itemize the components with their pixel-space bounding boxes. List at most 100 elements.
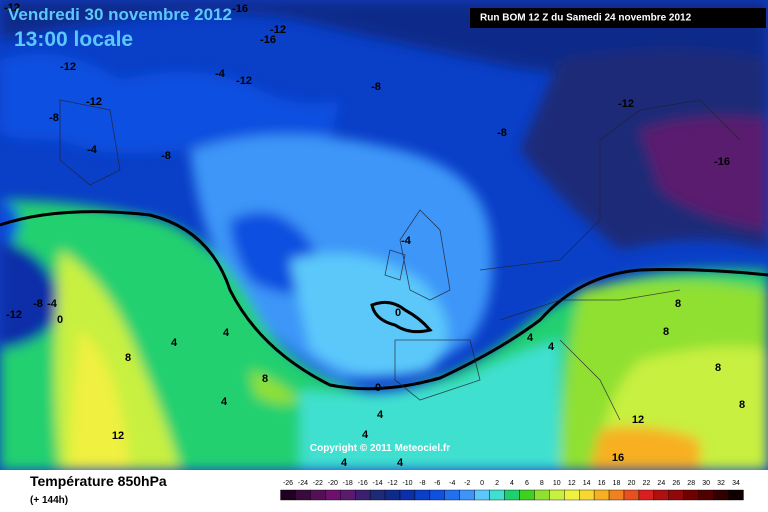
copyright: Copyright © 2011 Meteociel.fr (310, 443, 450, 454)
legend-tick-label: 30 (702, 480, 710, 487)
isotherm-label: 8 (739, 399, 745, 411)
isotherm-label: 0 (375, 382, 381, 394)
isotherm-label: -12 (86, 96, 102, 108)
legend-swatch (489, 489, 505, 501)
isotherm-label: 4 (171, 337, 178, 349)
isotherm-label: 8 (262, 373, 268, 385)
legend-swatch (444, 489, 460, 501)
footer-title: Température 850hPa (30, 473, 167, 489)
isotherm-label: -4 (215, 68, 226, 80)
legend-swatch (638, 489, 655, 501)
isotherm-label: 8 (125, 352, 131, 364)
legend-tick-label: -8 (419, 480, 425, 487)
legend-tick-label: 16 (598, 480, 606, 487)
legend-tick-label: -22 (313, 480, 323, 487)
legend-swatch (623, 489, 640, 501)
legend-tick-label: 34 (732, 480, 740, 487)
legend-tick-label: 4 (510, 480, 514, 487)
legend-swatch (295, 489, 311, 501)
isotherm-label: -4 (87, 144, 98, 156)
legend-tick-label: -12 (387, 480, 397, 487)
isotherm-label: 4 (548, 341, 555, 353)
isotherm-label: 8 (715, 362, 721, 374)
legend-tick-label: -10 (402, 480, 412, 487)
isotherm-label: -8 (33, 298, 43, 310)
forecast-time: 13:00 locale (14, 28, 133, 51)
isotherm-label: 4 (397, 457, 404, 469)
isotherm-label: -4 (401, 235, 412, 247)
legend-tick-label: -24 (298, 480, 308, 487)
isotherm-label: 4 (527, 332, 534, 344)
legend-tick-label: -6 (434, 480, 440, 487)
legend-swatch (340, 489, 356, 501)
legend-swatch (564, 489, 580, 501)
legend-swatch (384, 489, 401, 501)
legend-tick-label: -14 (373, 480, 383, 487)
legend-tick-label: 22 (643, 480, 651, 487)
footer-lead: (+ 144h) (30, 495, 68, 506)
isotherm-label: -12 (236, 75, 252, 87)
legend-swatch (399, 489, 416, 501)
legend-swatch (549, 489, 565, 501)
isotherm-label: 4 (377, 409, 384, 421)
legend-swatch (668, 489, 684, 501)
legend-swatch (459, 489, 475, 501)
legend-tick-label: 8 (540, 480, 544, 487)
legend-swatch (579, 489, 595, 501)
legend-tick-label: -20 (328, 480, 338, 487)
legend-swatch (713, 489, 729, 501)
legend-swatch (414, 489, 431, 501)
isotherm-label: -12 (4, 2, 20, 14)
legend-tick-label: -4 (449, 480, 455, 487)
legend-swatch (310, 489, 326, 501)
legend-tick-label: 28 (687, 480, 695, 487)
legend-swatch (429, 489, 446, 501)
isotherm-label: -4 (47, 298, 58, 310)
legend-tick-label: 26 (672, 480, 680, 487)
legend-tick-label: -16 (358, 480, 368, 487)
legend-swatch (593, 489, 610, 501)
legend-swatch (698, 489, 714, 501)
legend-swatch (369, 489, 386, 501)
color-legend: -26 -24 -22 -20 -18 -16 -14 -12 -10 -8 -6 -4 -2 0 2 4 6 8… (280, 480, 744, 501)
legend-tick-label: 18 (613, 480, 621, 487)
isotherm-label: 8 (675, 298, 681, 310)
legend-swatch (728, 489, 744, 501)
legend-swatch (325, 489, 341, 501)
run-box (470, 8, 766, 28)
legend-swatch (519, 489, 535, 501)
map-field (0, 0, 768, 470)
legend-swatch (504, 489, 520, 501)
isotherm-label: 16 (612, 452, 624, 464)
isotherm-label: -12 (6, 309, 22, 321)
legend-swatch (653, 489, 669, 501)
isotherm-label: -12 (60, 61, 76, 73)
forecast-date: Vendredi 30 novembre 2012 (8, 5, 232, 24)
legend-tick-label: 6 (525, 480, 529, 487)
isotherm-label: -8 (371, 81, 381, 93)
isotherm-label: 4 (341, 457, 348, 469)
isotherm-label: 12 (632, 414, 644, 426)
legend-tick-label: 20 (628, 480, 636, 487)
legend-tick-label: 32 (717, 480, 725, 487)
legend-tick-label: -18 (343, 480, 353, 487)
isotherm-label: -16 (232, 3, 248, 15)
isotherm-label: 0 (57, 314, 63, 326)
legend-tick-label: 14 (583, 480, 591, 487)
isotherm-label: -12 (270, 24, 286, 36)
legend-tick-label: 10 (553, 480, 561, 487)
legend-swatch (683, 489, 699, 501)
legend-tick-label: 12 (568, 480, 576, 487)
run-info: Run BOM 12 Z du Samedi 24 novembre 2012 (480, 13, 692, 24)
isotherm-label: 8 (663, 326, 669, 338)
legend-swatch (280, 489, 296, 501)
isotherm-label: -8 (161, 150, 171, 162)
isotherm-labels: -12 -16-12-16-12-4-12 -8-12 -12-8-8-4 -8 -16-… (4, 2, 745, 469)
isotherm-label: 4 (221, 396, 228, 408)
isotherm-label: -12 (618, 98, 634, 110)
legend-swatch (474, 489, 490, 501)
isotherm-label: 0 (395, 307, 401, 319)
legend-tick-label: 0 (480, 480, 484, 487)
isotherm-label: -8 (497, 127, 507, 139)
